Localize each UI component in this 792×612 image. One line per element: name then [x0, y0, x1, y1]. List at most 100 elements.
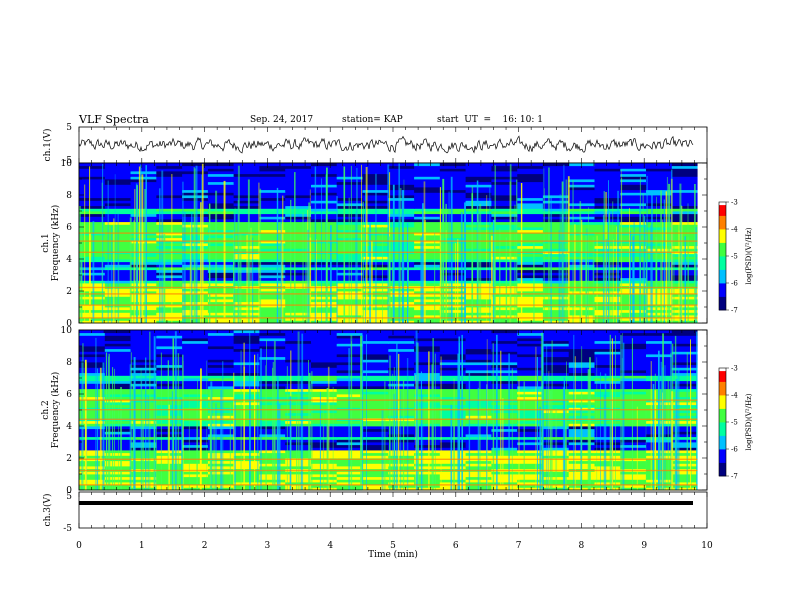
spectrogram-cell: [311, 412, 338, 416]
spectrogram-cell: [104, 482, 132, 486]
spectrogram-cell: [207, 367, 235, 371]
spectrogram-cell: [207, 165, 235, 169]
sferic-streak: [201, 163, 204, 323]
spectrogram-cell: [517, 165, 544, 169]
spectrogram-cell: [671, 428, 699, 432]
spectrogram-cell: [594, 229, 621, 233]
sferic-streak: [694, 184, 696, 323]
spectrogram-cell: [517, 351, 544, 355]
spectrogram-cell: [207, 224, 235, 228]
spectrogram-cell: [491, 420, 518, 424]
spectrogram-cell: [285, 343, 312, 347]
sferic-streak: [142, 390, 144, 490]
spectrogram-cell: [465, 332, 492, 336]
spectrogram-cell: [517, 412, 544, 416]
spectrogram-cell: [311, 245, 338, 249]
spectrogram-cell: [491, 399, 518, 403]
spectrogram-cell: [130, 261, 157, 265]
spectrogram-cell: [156, 208, 183, 212]
spectrogram-cell: [542, 253, 570, 257]
spectrogram-cell: [388, 179, 415, 183]
spectrogram-cell: [156, 277, 183, 281]
spectrogram-cell: [646, 256, 673, 260]
spectrogram-cell: [671, 208, 699, 212]
spectrogram-cell: [620, 476, 647, 480]
spectrogram-cell: [620, 386, 647, 390]
spectrogram-cell: [259, 267, 286, 271]
spectrogram-cell: [285, 338, 312, 342]
colorbar-cell: [719, 470, 726, 474]
spectrogram-cell: [620, 415, 647, 419]
ch1-ytick-top: 5: [66, 123, 72, 133]
spectrogram-cell: [233, 444, 260, 448]
spectrogram-cell: [79, 320, 106, 324]
spectrogram-cell: [388, 394, 415, 398]
sferic-streak: [603, 191, 605, 323]
spectrogram-cell: [620, 211, 647, 215]
spectrogram-cell: [465, 407, 492, 411]
spectrogram-cell: [336, 165, 364, 169]
spectrogram-cell: [362, 412, 389, 416]
spectrogram-cell: [336, 439, 364, 443]
spectrogram-cell: [79, 301, 106, 305]
sferic-streak: [240, 234, 242, 323]
spectrogram-cell: [517, 439, 544, 443]
spectrogram-cell: [517, 307, 544, 311]
spectrogram-cell: [671, 197, 699, 201]
time-tick-label: 3: [265, 541, 271, 551]
spectrogram-cell: [517, 253, 544, 257]
spectrogram-cell: [620, 466, 647, 470]
spectrogram-cell: [646, 200, 673, 204]
sferic-streak: [696, 360, 699, 490]
sferic-streak: [200, 202, 202, 323]
sferic-streak: [564, 394, 567, 490]
spectrogram-cell: [130, 232, 157, 236]
spectrogram-cell: [79, 354, 106, 358]
sferic-streak: [82, 343, 84, 490]
spectrogram-cell: [491, 375, 518, 379]
spectrogram-cell: [517, 232, 544, 236]
spectrogram-cell: [671, 359, 699, 363]
spectrogram-cell: [620, 404, 647, 408]
spectrogram-cell: [285, 394, 312, 398]
spectrogram-cell: [671, 388, 699, 392]
spectrogram-cell: [259, 235, 286, 239]
spectrogram-cell: [439, 288, 467, 292]
spectrogram-cell: [620, 165, 647, 169]
spectrogram-cell: [594, 359, 621, 363]
spectrogram-cell: [594, 351, 621, 355]
narrowband-line: [79, 251, 698, 253]
spectrogram-cell: [130, 224, 157, 228]
sferic-streak: [102, 362, 105, 490]
sferic-streak: [314, 166, 317, 323]
colorbar-cell: [719, 427, 726, 431]
spectrogram-cell: [594, 442, 621, 446]
spectrogram-cell: [336, 296, 364, 300]
spectrogram-cell: [517, 487, 544, 491]
spectrogram-cell: [336, 444, 364, 448]
spectrogram-cell: [285, 383, 312, 387]
spectrogram-cell: [104, 391, 132, 395]
ch1-ytick-bottom: -5: [63, 156, 72, 166]
spectrogram-cell: [130, 383, 157, 387]
colorbar-cell: [719, 301, 726, 305]
spectrogram-cell: [285, 197, 312, 201]
spectrogram-cell: [517, 277, 544, 281]
spectrogram-cell: [594, 404, 621, 408]
spectrogram-cell: [414, 383, 441, 387]
sferic-streak: [550, 195, 552, 323]
spectrogram-cell: [414, 304, 441, 308]
spectrogram-cell: [130, 235, 157, 239]
spectrogram-cell: [414, 216, 441, 220]
spectrogram-cell: [568, 168, 596, 172]
spectrogram-cell: [336, 256, 364, 260]
spectrogram-cell: [388, 224, 415, 228]
spectrogram-cell: [336, 208, 364, 212]
spectrogram-cell: [517, 171, 544, 175]
spectrogram-cell: [156, 163, 183, 167]
spectrogram-cell: [362, 410, 389, 414]
spectrogram-cell: [311, 211, 338, 215]
sferic-streak: [389, 355, 391, 490]
spectrogram-cell: [517, 312, 544, 316]
spectrogram-cell: [79, 388, 106, 392]
